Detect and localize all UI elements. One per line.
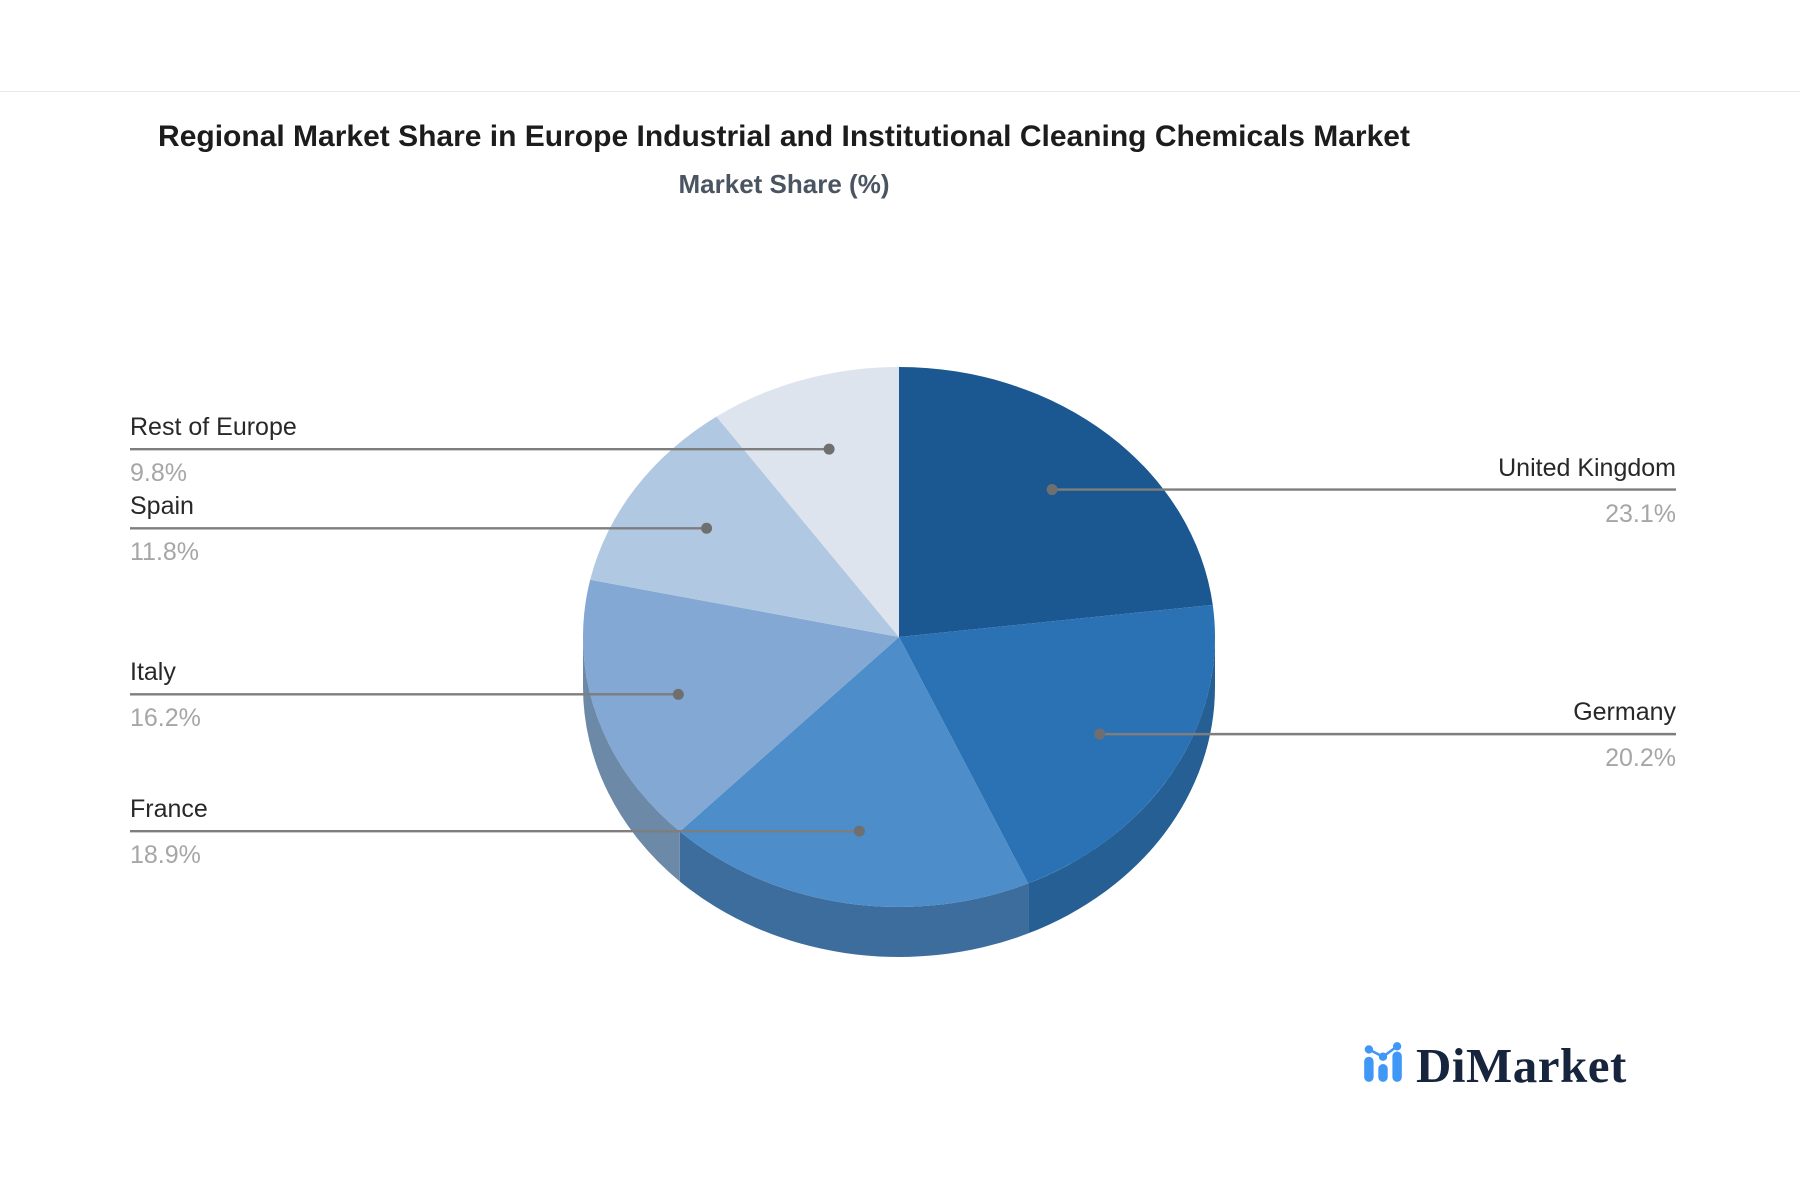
pie-slice-side-germany: [1028, 637, 1215, 934]
pie-slice-spain[interactable]: [590, 416, 899, 637]
slice-value: 18.9%: [130, 841, 201, 870]
slice-label-france: France 18.9%: [130, 793, 208, 871]
slice-label-italy: Italy 16.2%: [130, 656, 201, 734]
slice-name: Spain: [130, 492, 194, 521]
pie-slice-side-italy: [583, 637, 680, 882]
leader-dot-france: [853, 825, 865, 837]
slice-name: Rest of Europe: [130, 413, 297, 442]
slice-value: 20.2%: [1605, 744, 1676, 773]
slice-label-germany: Germany 20.2%: [1573, 696, 1676, 774]
slice-value: 9.8%: [130, 459, 187, 488]
dimarket-logo[interactable]: DiMarket: [1363, 1040, 1627, 1092]
slice-name: France: [130, 795, 208, 824]
chart-title: Regional Market Share in Europe Industri…: [158, 120, 1410, 153]
pie-slice-france[interactable]: [679, 637, 1029, 907]
leader-dot-italy: [672, 688, 684, 700]
slice-name: United Kingdom: [1498, 453, 1676, 482]
pie-slice-germany[interactable]: [899, 604, 1215, 884]
leader-dot-germany: [1094, 728, 1106, 740]
slice-value: 23.1%: [1605, 499, 1676, 528]
bar-chart-trend-icon: [1364, 1042, 1402, 1082]
pie-slice-rest-of-europe[interactable]: [716, 367, 899, 637]
chart-subtitle: Market Share (%): [678, 169, 890, 199]
slice-value: 11.8%: [130, 538, 200, 567]
leader-dot-united-kingdom: [1046, 484, 1058, 496]
leader-dot-spain: [701, 522, 713, 534]
slice-name: Italy: [130, 658, 176, 687]
pie-slice-side-france: [679, 831, 1029, 957]
pie-slice-italy[interactable]: [582, 579, 899, 832]
pie-slice-united-kingdom[interactable]: [899, 367, 1213, 637]
top-divider: [0, 91, 1800, 92]
slice-label-rest-of-europe: Rest of Europe 9.8%: [130, 411, 297, 489]
slice-label-spain: Spain 11.8%: [130, 490, 199, 568]
slice-value: 16.2%: [130, 704, 201, 733]
slice-name: Germany: [1573, 698, 1676, 727]
leader-dot-rest-of-europe: [823, 443, 835, 455]
slice-label-united-kingdom: United Kingdom 23.1%: [1498, 452, 1676, 530]
dimarket-logo-text: DiMarket: [1416, 1038, 1627, 1093]
